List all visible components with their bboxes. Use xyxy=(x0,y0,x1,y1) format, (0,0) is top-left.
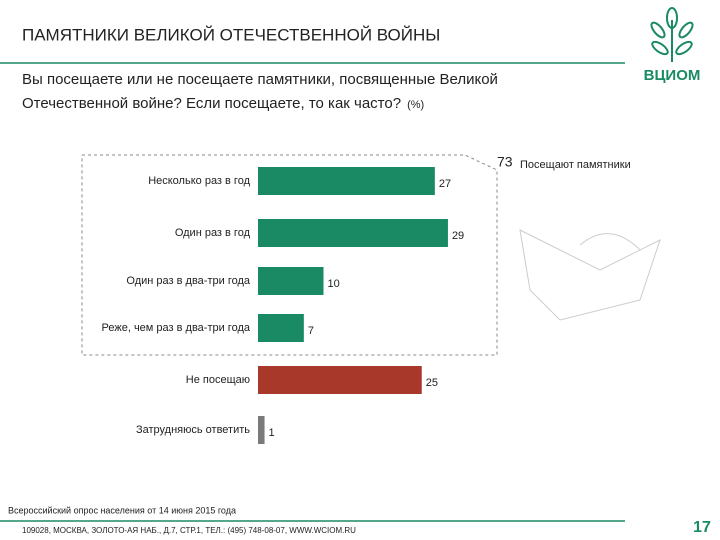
category-label: Один раз в два-три года xyxy=(126,275,250,287)
decor-monument xyxy=(519,229,661,321)
group-frame xyxy=(81,154,498,356)
question: Вы посещаете или не посещаете памятники,… xyxy=(22,71,498,88)
bar xyxy=(258,167,435,195)
value-label: 29 xyxy=(452,230,464,242)
bar xyxy=(258,314,304,342)
page-number: 17 xyxy=(693,519,711,536)
logo-icon xyxy=(650,7,694,62)
slide-title: ПАМЯТНИКИ ВЕЛИКОЙ ОТЕЧЕСТВЕННОЙ ВОЙНЫ xyxy=(22,25,440,44)
source: Всероссийский опрос населения от 14 июня… xyxy=(8,505,236,515)
value-label: 25 xyxy=(426,377,438,389)
question: Отечественной войне? Если посещаете, то … xyxy=(22,95,401,112)
bar xyxy=(258,416,265,444)
category-label: Один раз в год xyxy=(175,227,251,239)
bar xyxy=(258,219,448,247)
category-label: Затрудняюсь ответить xyxy=(136,424,250,436)
category-label: Реже, чем раз в два-три года xyxy=(102,322,251,334)
address: 109028, МОСКВА, ЗОЛОТО-АЯ НАБ., Д.7, СТР… xyxy=(22,526,356,535)
category-label: Не посещаю xyxy=(186,374,250,386)
annotation-label: Посещают памятники xyxy=(520,159,631,171)
value-label: 7 xyxy=(308,325,314,337)
value-label: 1 xyxy=(269,427,275,439)
category-label: Несколько раз в год xyxy=(148,175,250,187)
bar xyxy=(258,366,422,394)
logo-text: ВЦИОМ xyxy=(644,67,701,84)
bar xyxy=(258,267,324,295)
unit: (%) xyxy=(407,99,424,111)
annotation-value: 73 xyxy=(497,154,513,170)
value-label: 27 xyxy=(439,178,451,190)
value-label: 10 xyxy=(328,278,340,290)
